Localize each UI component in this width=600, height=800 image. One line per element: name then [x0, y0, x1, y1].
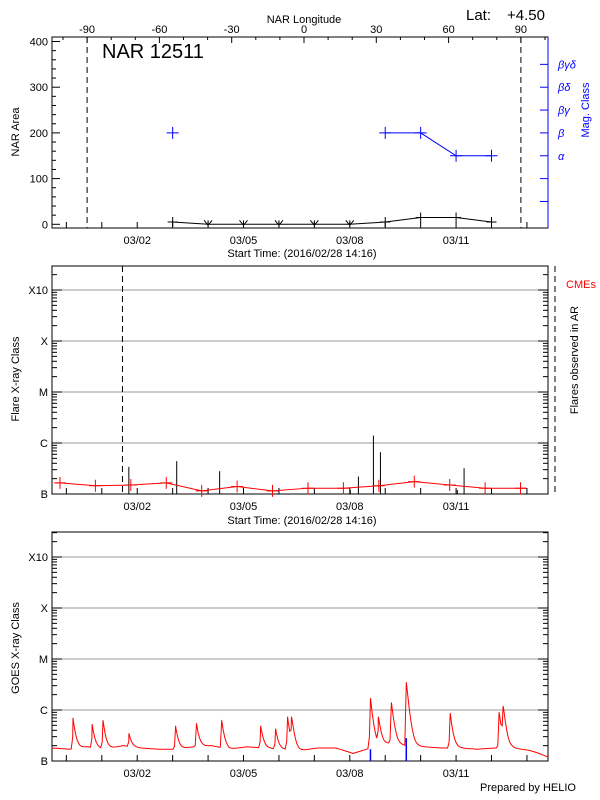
top-axis-title: NAR Longitude [267, 14, 342, 26]
area-below-marker [203, 219, 213, 227]
area-below-marker [345, 219, 355, 227]
y-tick-label: X [41, 336, 49, 348]
cme-line [55, 481, 527, 492]
latitude-value: +4.50 [507, 7, 545, 24]
latitude-label: Lat: [466, 7, 491, 24]
mag-class-line [385, 132, 492, 157]
x-tick-label: 03/05 [230, 235, 258, 247]
y-tick-label: 100 [30, 174, 48, 186]
y-tick-label: C [40, 438, 48, 450]
footer-credit: Prepared by HELIO [480, 782, 576, 794]
y-tick-label: X10 [28, 552, 48, 564]
y-tick-label: X10 [28, 285, 48, 297]
plus-marker [408, 475, 421, 488]
plus-marker [380, 217, 391, 228]
x-tick-label: 03/02 [123, 768, 151, 780]
x-tick-label: 03/11 [443, 235, 470, 247]
area-line [172, 216, 492, 225]
goes-flux-line [51, 682, 549, 758]
x-tick-label: 03/02 [123, 235, 151, 247]
plus-marker [485, 149, 498, 162]
plus-marker [266, 484, 279, 497]
panel1-xlabel: Start Time: (2016/02/28 14:16) [227, 248, 376, 260]
mag-class-label: β [557, 128, 565, 140]
panel2-frame [51, 265, 549, 495]
x-tick-label: 03/05 [230, 768, 258, 780]
mag-class-label: βδ [557, 82, 571, 94]
plus-marker [231, 480, 244, 493]
longitude-tick-label: -30 [224, 24, 240, 36]
y-tick-label: M [39, 387, 48, 399]
plus-marker [372, 479, 385, 492]
panel2-xlabel: Start Time: (2016/02/28 14:16) [227, 515, 376, 527]
panel1-frame [51, 36, 549, 229]
plus-marker [337, 482, 350, 495]
plus-marker [160, 476, 173, 489]
panel1-y2label: Mag. Class [580, 82, 592, 138]
panel1-ylabel: NAR Area [10, 107, 22, 157]
y-tick-label: B [41, 756, 48, 768]
plus-marker [450, 149, 463, 162]
plus-marker [167, 217, 178, 228]
plus-marker [514, 482, 527, 495]
area-below-marker [274, 219, 284, 227]
panel2-y2label: Flares observed in AR [569, 306, 581, 414]
x-tick-label: 03/08 [336, 235, 364, 247]
longitude-tick-label: 90 [515, 24, 527, 36]
mag-class-label: α [558, 151, 565, 163]
x-tick-label: 03/11 [443, 768, 470, 780]
plus-marker [479, 482, 492, 495]
area-below-marker [239, 219, 248, 227]
y-tick-label: 0 [42, 219, 48, 231]
panel3-ylabel: GOES X-ray Class [10, 602, 22, 694]
longitude-tick-label: 60 [442, 24, 454, 36]
y-tick-label: X [41, 603, 49, 615]
area-below-marker [309, 219, 319, 227]
y-tick-label: B [41, 489, 48, 501]
y-tick-label: 400 [30, 37, 48, 49]
plus-marker [414, 126, 427, 139]
y-tick-label: 300 [30, 82, 48, 94]
longitude-tick-label: 0 [301, 24, 307, 36]
x-tick-label: 03/05 [230, 501, 258, 513]
mag-class-label: βγ [557, 105, 571, 117]
longitude-tick-label: -90 [79, 24, 95, 36]
x-tick-label: 03/08 [336, 501, 364, 513]
x-tick-label: 03/02 [123, 501, 151, 513]
plus-marker [486, 217, 497, 228]
x-tick-label: 03/08 [336, 768, 364, 780]
y-tick-label: 200 [30, 128, 48, 140]
y-tick-label: C [40, 705, 48, 717]
plus-marker [124, 479, 137, 492]
plus-marker [415, 212, 426, 223]
plus-marker [443, 479, 456, 492]
panel2-ylabel: Flare X-ray Class [10, 336, 22, 421]
longitude-tick-label: 30 [370, 24, 382, 36]
y-tick-label: M [39, 654, 48, 666]
plus-marker [166, 126, 179, 139]
panel3-frame [51, 531, 549, 762]
plus-marker [195, 484, 208, 497]
region-title: NAR 12511 [102, 41, 204, 63]
plus-marker [89, 479, 102, 492]
x-tick-label: 03/11 [443, 501, 470, 513]
plus-marker [379, 126, 392, 139]
plus-marker [301, 482, 314, 495]
plus-marker [451, 212, 462, 223]
cme-legend: CMEs [566, 279, 596, 291]
plus-marker [53, 476, 66, 489]
longitude-tick-label: -60 [151, 24, 167, 36]
mag-class-label: βγδ [557, 59, 577, 71]
